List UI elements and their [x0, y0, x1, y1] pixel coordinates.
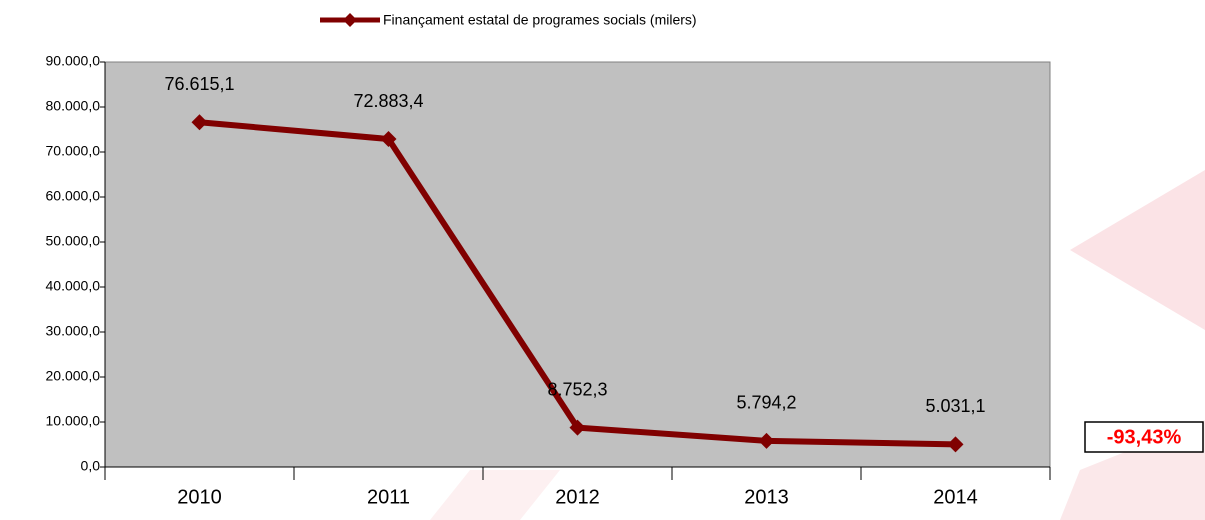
- legend-marker: [343, 13, 357, 27]
- y-tick-label: 40.000,0: [46, 278, 101, 294]
- x-tick-label: 2010: [177, 486, 222, 508]
- data-label: 8.752,3: [547, 379, 607, 399]
- y-tick-label: 20.000,0: [46, 368, 101, 384]
- y-tick-label: 70.000,0: [46, 143, 101, 159]
- plot-area: [104, 61, 1051, 468]
- y-tick-label: 10.000,0: [46, 413, 101, 429]
- data-label: 5.794,2: [736, 393, 796, 413]
- y-tick-label: 0,0: [81, 458, 101, 474]
- data-label: 5.031,1: [925, 396, 985, 416]
- y-tick-label: 50.000,0: [46, 233, 101, 249]
- x-tick-label: 2011: [367, 486, 410, 508]
- annotation-box: [1084, 421, 1204, 453]
- marker: [758, 432, 775, 449]
- background-shape: [1070, 170, 1205, 330]
- x-tick-label: 2012: [555, 486, 600, 508]
- legend-label: Finançament estatal de programes socials…: [383, 12, 697, 28]
- marker: [191, 114, 208, 131]
- data-label: 72.883,4: [353, 91, 423, 111]
- y-tick-label: 60.000,0: [46, 188, 101, 204]
- y-tick-label: 90.000,0: [46, 53, 101, 69]
- marker: [380, 131, 397, 148]
- data-label: 76.615,1: [164, 74, 234, 94]
- marker: [569, 419, 586, 436]
- annotation: -93,43%: [1107, 426, 1182, 448]
- y-tick-label: 30.000,0: [46, 323, 101, 339]
- x-tick-label: 2013: [744, 486, 789, 508]
- marker: [947, 436, 964, 453]
- background-shape: [430, 470, 560, 520]
- y-tick-label: 80.000,0: [46, 98, 101, 114]
- x-tick-label: 2014: [933, 486, 978, 508]
